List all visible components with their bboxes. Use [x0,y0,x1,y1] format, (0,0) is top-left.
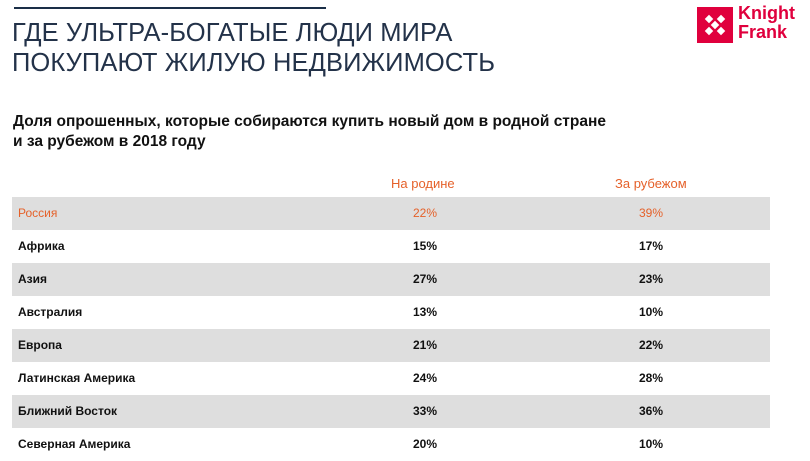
row-country: Африка [18,239,65,253]
row-abroad-value: 10% [639,437,664,451]
knight-frank-logo: Knight Frank [697,4,807,46]
subtitle-line-2: и за рубежом в 2018 году [13,133,206,150]
table-row: Европа 21% 22% [12,329,770,362]
row-abroad-value: 22% [639,338,664,352]
row-home-value: 13% [413,305,438,319]
row-home-value: 27% [413,272,438,286]
subtitle-line-1: Доля опрошенных, которые собираются купи… [13,113,606,130]
row-home-value: 22% [413,206,438,220]
column-header-home: На родине [391,176,455,191]
table-row: Северная Америка 20% 10% [12,428,770,461]
table-row: Латинская Америка 24% 28% [12,362,770,395]
logo-mark-icon [697,7,733,43]
row-country: Австралия [18,305,83,319]
row-country: Россия [18,206,58,220]
logo-word-1: Knight [738,3,795,23]
page-title: ГДЕ УЛЬТРА-БОГАТЫЕ ЛЮДИ МИРА ПОКУПАЮТ ЖИ… [12,18,495,78]
table-row: Австралия 13% 10% [12,296,770,329]
logo-wordmark: Knight Frank [738,4,795,42]
table-row: Азия 27% 23% [12,263,770,296]
row-abroad-value: 17% [639,239,664,253]
row-home-value: 20% [413,437,438,451]
logo-word-2: Frank [738,22,788,42]
row-country: Латинская Америка [18,371,136,385]
row-home-value: 21% [413,338,438,352]
row-abroad-value: 39% [639,206,664,220]
row-abroad-value: 10% [639,305,664,319]
row-country: Азия [18,272,48,286]
table-row: Африка 15% 17% [12,230,770,263]
page-title-line-1: ГДЕ УЛЬТРА-БОГАТЫЕ ЛЮДИ МИРА [12,19,453,47]
top-rule [14,7,326,9]
row-country: Европа [18,338,62,352]
purchase-intent-table: Россия 22% 39% Африка 15% 17% Азия 27% 2… [12,197,770,461]
row-country: Северная Америка [18,437,131,451]
row-abroad-value: 23% [639,272,664,286]
row-abroad-value: 28% [639,371,664,385]
page-title-line-2: ПОКУПАЮТ ЖИЛУЮ НЕДВИЖИМОСТЬ [12,49,496,77]
row-home-value: 24% [413,371,438,385]
row-country: Ближний Восток [18,404,118,418]
table-row: Ближний Восток 33% 36% [12,395,770,428]
column-header-abroad: За рубежом [615,176,687,191]
row-abroad-value: 36% [639,404,664,418]
table-row: Россия 22% 39% [12,197,770,230]
row-home-value: 33% [413,404,438,418]
row-home-value: 15% [413,239,438,253]
table-subtitle: Доля опрошенных, которые собираются купи… [13,112,606,152]
